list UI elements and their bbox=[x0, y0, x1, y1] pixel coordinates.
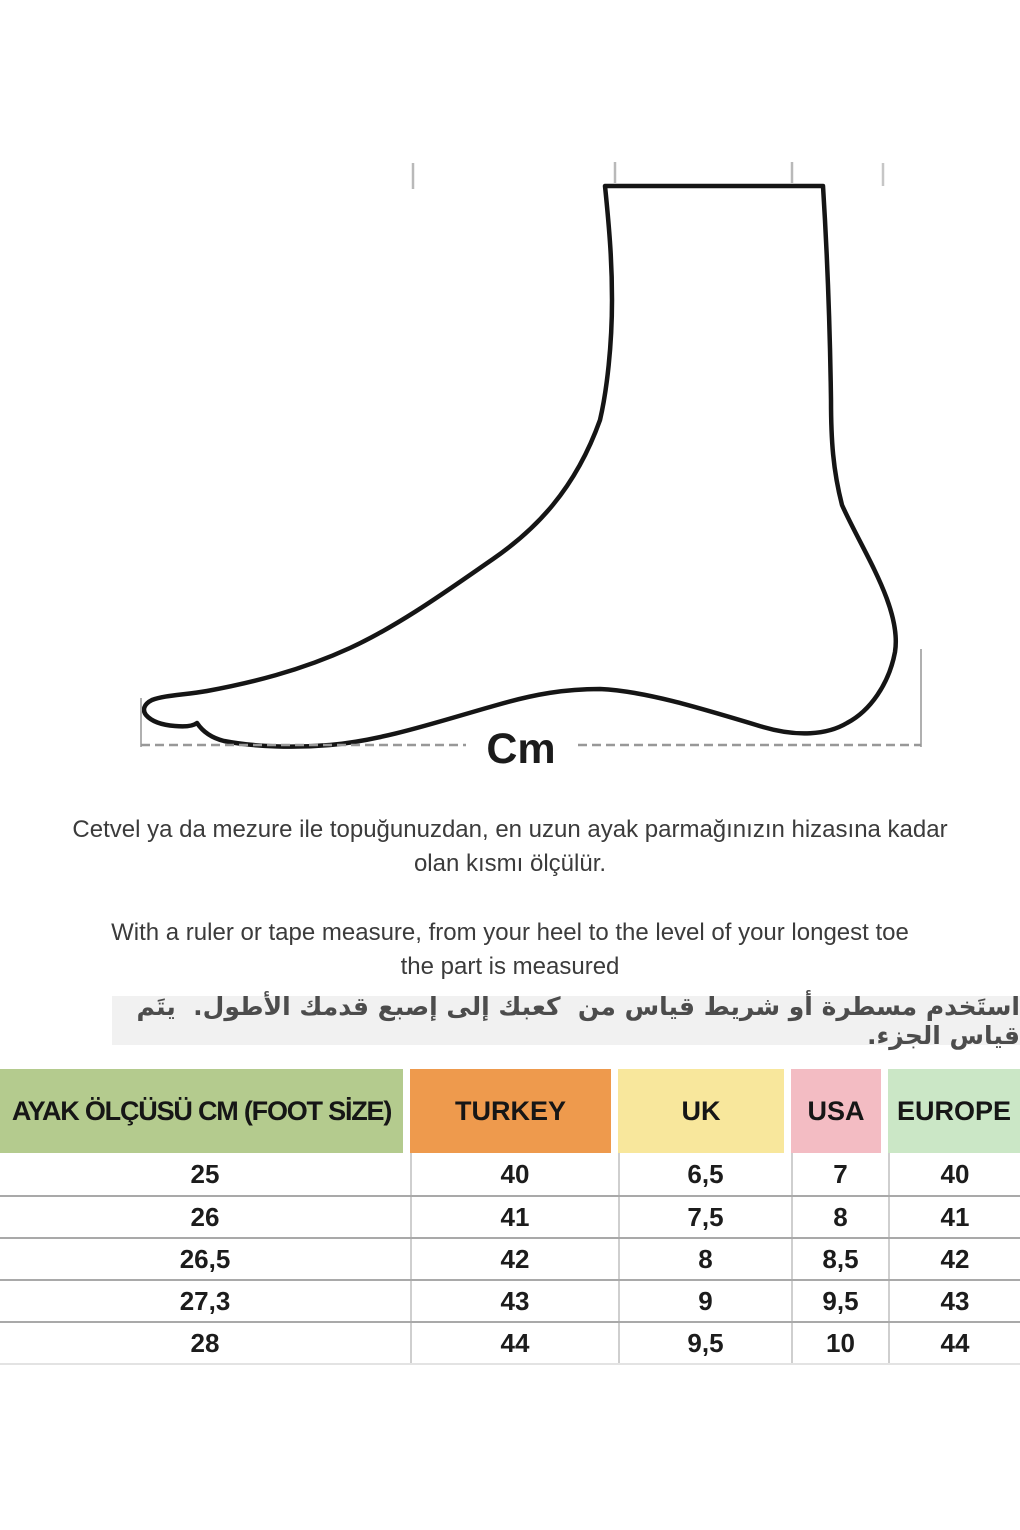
foot-outline bbox=[141, 183, 899, 749]
table-cell: 25 bbox=[190, 1158, 220, 1189]
table-body: 25 40 6,5 7 40 26 41 7,5 8 41 26,5 42 8 … bbox=[0, 1153, 1020, 1365]
column-header-foot-size: AYAK ÖLÇÜSÜ CM (FOOT SİZE) bbox=[0, 1069, 410, 1153]
table-cell: 6,5 bbox=[618, 1153, 791, 1195]
instruction-turkish-line2: olan kısmı ölçülür. bbox=[413, 850, 607, 877]
table-cell: 8 bbox=[618, 1239, 791, 1279]
table-cell: 26 bbox=[190, 1201, 220, 1232]
instruction-english-line1: With a ruler or tape measure, from your … bbox=[111, 919, 909, 946]
table-cell: 28 bbox=[190, 1327, 220, 1358]
table-cell: 7,5 bbox=[618, 1197, 791, 1237]
column-header-europe: EUROPE bbox=[888, 1069, 1020, 1153]
table-row: 26 41 7,5 8 41 bbox=[0, 1195, 1020, 1237]
table-cell: 7 bbox=[791, 1153, 888, 1195]
table-cell: 44 bbox=[410, 1323, 618, 1363]
instruction-english: With a ruler or tape measure, from your … bbox=[0, 916, 1020, 984]
table-cell: 10 bbox=[791, 1323, 888, 1363]
table-cell: 42 bbox=[410, 1239, 618, 1279]
table-cell: 41 bbox=[888, 1197, 1020, 1237]
instruction-turkish-line1: Cetvel ya da mezure ile topuğunuzdan, en… bbox=[72, 816, 948, 843]
cm-label: Cm bbox=[486, 725, 555, 773]
table-row: 26,5 42 8 8,5 42 bbox=[0, 1237, 1020, 1279]
table-row: 25 40 6,5 7 40 bbox=[0, 1153, 1020, 1195]
table-cell: 44 bbox=[888, 1323, 1020, 1363]
table-header-row: AYAK ÖLÇÜSÜ CM (FOOT SİZE) TURKEY UK USA… bbox=[0, 1069, 1020, 1153]
table-cell: 9,5 bbox=[618, 1323, 791, 1363]
table-cell: 9 bbox=[618, 1281, 791, 1321]
column-header-usa: USA bbox=[791, 1069, 888, 1153]
size-conversion-table: AYAK ÖLÇÜSÜ CM (FOOT SİZE) TURKEY UK USA… bbox=[0, 1069, 1020, 1365]
table-cell: 41 bbox=[410, 1197, 618, 1237]
instruction-turkish: Cetvel ya da mezure ile topuğunuzdan, en… bbox=[0, 813, 1020, 881]
table-cell: 43 bbox=[410, 1281, 618, 1321]
table-cell: 40 bbox=[888, 1153, 1020, 1195]
column-header-uk: UK bbox=[618, 1069, 791, 1153]
table-cell: 26,5 bbox=[179, 1243, 231, 1274]
table-row: 28 44 9,5 10 44 bbox=[0, 1321, 1020, 1363]
column-header-turkey: TURKEY bbox=[410, 1069, 618, 1153]
instruction-english-line2: the part is measured bbox=[400, 953, 620, 980]
instruction-arabic-text: استَخدم مسطرة أو شريط قياس من كعبك إلى إ… bbox=[127, 991, 1020, 1050]
table-cell: 8,5 bbox=[791, 1239, 888, 1279]
table-cell: 43 bbox=[888, 1281, 1020, 1321]
foot-measurement-diagram: Cm bbox=[140, 162, 922, 773]
table-cell: 40 bbox=[410, 1153, 618, 1195]
table-row: 27,3 43 9 9,5 43 bbox=[0, 1279, 1020, 1321]
table-cell: 9,5 bbox=[791, 1281, 888, 1321]
table-cell: 27,3 bbox=[179, 1285, 231, 1316]
table-cell: 42 bbox=[888, 1239, 1020, 1279]
instruction-arabic: استَخدم مسطرة أو شريط قياس من كعبك إلى إ… bbox=[112, 992, 1020, 1050]
table-cell: 8 bbox=[791, 1197, 888, 1237]
